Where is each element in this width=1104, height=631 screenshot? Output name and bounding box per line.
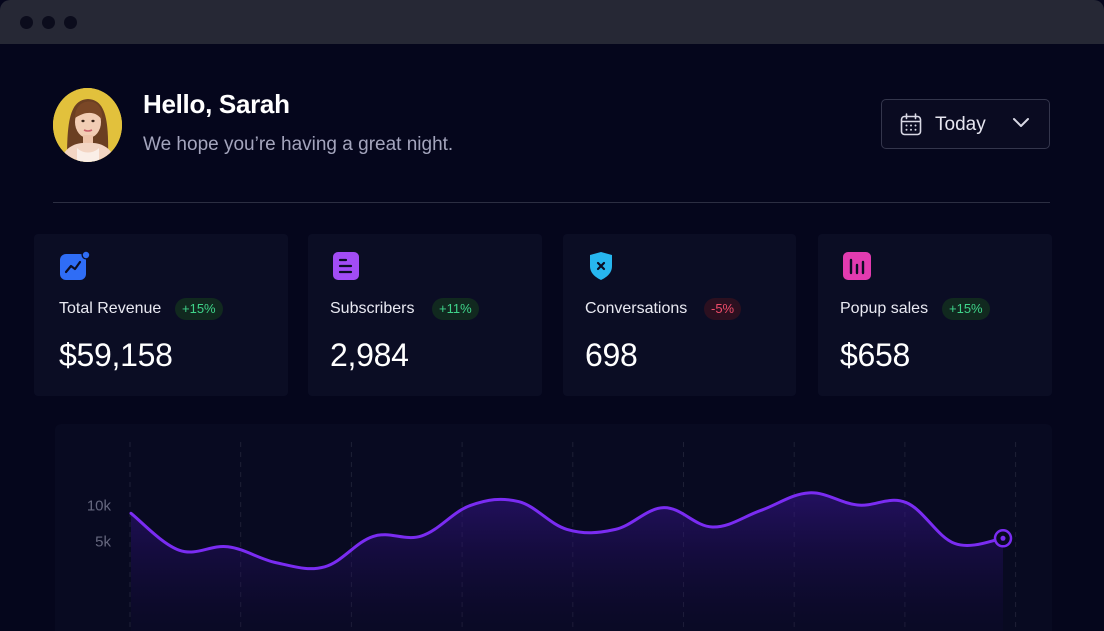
stat-change-badge: +11% (432, 298, 479, 320)
chart-data-point[interactable] (951, 539, 959, 547)
greeting-subtitle: We hope you’re having a great night. (143, 134, 454, 155)
stat-change-badge: -5% (704, 298, 742, 320)
greeting-title: Hello, Sarah (143, 89, 290, 119)
chart-data-point[interactable] (418, 532, 426, 540)
chart-data-point[interactable] (611, 525, 619, 533)
chart-data-point-center (1000, 535, 1006, 541)
stat-name: Conversations (585, 300, 688, 317)
chart-data-point[interactable] (805, 489, 813, 497)
y-tick-label: 5k (95, 533, 111, 550)
chart-data-point[interactable] (321, 563, 329, 571)
stat-card-subscribers[interactable]: Subscribers +11% 2,984 (308, 234, 542, 396)
chart-data-point[interactable] (660, 504, 668, 512)
stat-card-total-revenue[interactable]: Total Revenue +15% $59,158 (34, 234, 288, 396)
chart-data-point[interactable] (854, 501, 862, 509)
stat-change-badge: +15% (175, 298, 223, 320)
chart-area-fill (131, 492, 1003, 631)
calendar-icon (900, 113, 922, 141)
bar-chart-icon (843, 251, 873, 281)
y-tick-label: 10k (87, 498, 112, 515)
chart-data-point[interactable] (515, 498, 523, 506)
stat-name: Total Revenue (59, 300, 162, 317)
stat-name: Popup sales (840, 300, 929, 317)
window-maximize-dot[interactable] (64, 16, 77, 29)
chart-data-point[interactable] (127, 509, 135, 517)
stat-card-conversations[interactable]: Conversations -5% 698 (563, 234, 796, 396)
header-divider (53, 202, 1050, 203)
document-icon (333, 251, 363, 281)
chart-series-line (129, 491, 1005, 571)
window-minimize-dot[interactable] (42, 16, 55, 29)
avatar[interactable] (53, 88, 122, 162)
stat-value: $658 (840, 337, 910, 373)
stat-name: Subscribers (330, 300, 415, 317)
chart-data-point[interactable] (369, 532, 377, 540)
date-range-label: Today (935, 114, 986, 135)
chart-data-point[interactable] (902, 499, 910, 507)
chart-data-point[interactable] (272, 559, 280, 567)
window-titlebar (0, 0, 1104, 44)
stat-value: $59,158 (59, 337, 173, 373)
chart-data-point[interactable] (466, 502, 474, 510)
stat-card-popup-sales[interactable]: Popup sales +15% $658 (818, 234, 1052, 396)
trending-chart-icon (59, 250, 91, 281)
date-range-dropdown[interactable]: Today (881, 99, 1050, 149)
chevron-down-icon (1012, 116, 1030, 134)
chart-data-point[interactable] (224, 543, 232, 551)
stat-value: 2,984 (330, 337, 409, 373)
chart-data-point[interactable] (708, 523, 716, 531)
chart-data-point[interactable] (563, 525, 571, 533)
stat-change-badge: +15% (942, 298, 990, 320)
revenue-chart: 100k10k5k (55, 424, 1052, 631)
chart-data-point[interactable] (757, 506, 765, 514)
chart-data-point[interactable] (175, 546, 183, 554)
chart-canvas: 100k10k5k (87, 442, 1017, 631)
shield-x-icon (588, 251, 618, 281)
stat-value: 698 (585, 337, 638, 373)
window-close-dot[interactable] (20, 16, 33, 29)
